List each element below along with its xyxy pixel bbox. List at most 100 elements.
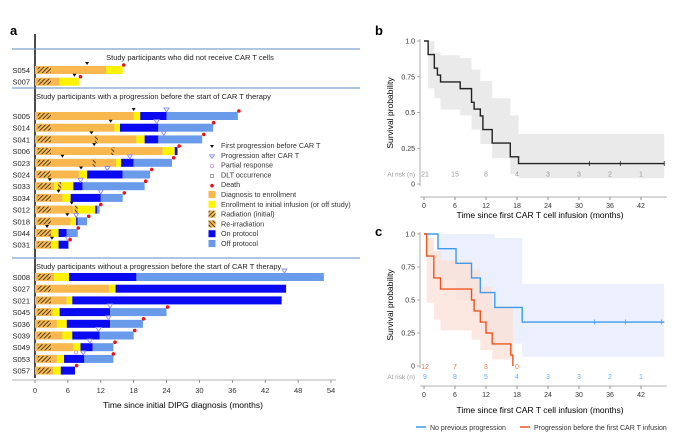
legend-item-dlt: DLT occurrence xyxy=(210,170,271,179)
bar-segment-enrollment xyxy=(53,366,61,375)
at-risk-count: 4 xyxy=(515,172,519,179)
swimmer-row: S027 xyxy=(12,284,287,294)
legend-label: DLT occurrence xyxy=(221,170,271,179)
reirradiation-marker xyxy=(92,158,96,167)
bar-segment-on-protocol xyxy=(144,135,159,144)
death-marker xyxy=(76,226,81,230)
at-risk-count: 3 xyxy=(546,172,550,179)
death-marker xyxy=(165,305,170,309)
km-curve xyxy=(424,40,665,165)
panel-c-label: c xyxy=(375,224,382,239)
panel-a-swimmer-plot: a Study participants who did not receive… xyxy=(10,23,360,410)
patient-id-label: S018 xyxy=(12,217,30,226)
bar-segment-enrollment xyxy=(54,182,74,191)
bar-segment-off-protocol xyxy=(158,135,203,144)
at-risk-count: 3 xyxy=(577,172,581,179)
bar-segment-enrollment xyxy=(162,147,175,156)
radiation-marker xyxy=(37,230,51,236)
first-progression-marker xyxy=(69,201,74,205)
radiation-marker xyxy=(37,285,51,292)
bar-segment-off-protocol xyxy=(110,308,167,317)
x-tick-label: 12 xyxy=(482,203,490,210)
bar-segment-diagnosis xyxy=(35,135,137,144)
bar-segment-off-protocol xyxy=(100,193,123,202)
bar-segment-on-protocol xyxy=(68,273,137,281)
legend-swatch xyxy=(208,220,216,228)
legend-item-on-protocol: On protocol xyxy=(208,229,259,238)
x-tick-label: 42 xyxy=(261,386,269,395)
y-tick-label: 0.5 xyxy=(405,298,415,305)
swimmer-row: S057 xyxy=(12,363,79,376)
bar-segment-on-protocol xyxy=(95,205,97,214)
patient-id-label: S033 xyxy=(12,182,30,191)
patient-id-label: S049 xyxy=(12,343,30,352)
at-risk-count: 15 xyxy=(451,172,459,179)
swimmer-row: S044 xyxy=(12,225,81,238)
swimmer-row: S006 xyxy=(12,143,181,156)
y-tick-label: 0.25 xyxy=(401,146,415,153)
bar-segment-on-protocol xyxy=(72,296,282,305)
at-risk-count: 5 xyxy=(484,374,488,381)
patient-id-label: S023 xyxy=(12,159,30,168)
death-marker xyxy=(211,120,216,125)
legend-swatch xyxy=(208,191,216,198)
bar-segment-enrollment xyxy=(59,77,79,86)
patient-id-label: S006 xyxy=(12,147,30,156)
legend-swatch xyxy=(208,210,216,218)
radiation-marker xyxy=(37,136,51,143)
x-tick-label: 18 xyxy=(513,392,521,399)
bar-segment-enrollment xyxy=(133,112,141,120)
legend-item-off-protocol: Off protocol xyxy=(208,239,258,248)
legend-item-prog-after: Progression after CAR T xyxy=(208,151,300,160)
swimmer-row: S054 xyxy=(12,62,126,75)
patient-id-label: S012 xyxy=(12,206,30,215)
y-tick-label: 1.0 xyxy=(405,39,415,46)
patient-id-label: S057 xyxy=(12,367,30,376)
legend-swatch xyxy=(208,230,216,238)
death-marker xyxy=(111,352,116,356)
group-title: Study participants with a progression be… xyxy=(36,92,271,101)
first-progression-marker xyxy=(89,131,94,135)
at-risk-count: 2 xyxy=(608,172,612,179)
y-tick-label: 0.25 xyxy=(401,331,415,338)
legend-item-radiation: Radiation (initial) xyxy=(208,210,275,219)
at-risk-count: 21 xyxy=(421,172,429,179)
legend-label: On protocol xyxy=(221,229,259,238)
swimmer-row: S012 xyxy=(12,201,103,215)
legend-label: Re-irradiation xyxy=(221,219,264,228)
bar-segment-off-protocol xyxy=(77,217,88,226)
x-tick-label: 36 xyxy=(606,203,614,210)
x-tick-label: 6 xyxy=(453,203,457,210)
legend-label: Progression after CAR T xyxy=(221,151,300,160)
progression-after-marker xyxy=(153,119,161,125)
bar-segment-diagnosis xyxy=(35,217,71,226)
group-title: Study participants without a progression… xyxy=(36,262,282,271)
at-risk-count: 0 xyxy=(515,364,519,371)
bar-segment-off-protocol xyxy=(110,319,143,328)
panel-b-y-axis-label: Survival probability xyxy=(385,77,395,149)
patient-id-label: S024 xyxy=(12,171,30,180)
swimmer-row: S014 xyxy=(12,119,216,133)
swimmer-row: S021 xyxy=(12,296,282,305)
death-marker xyxy=(74,363,79,368)
death-marker xyxy=(202,132,206,137)
progression-after-marker xyxy=(86,338,94,345)
bar-segment-off-protocol xyxy=(96,205,100,214)
x-tick-label: 36 xyxy=(606,392,614,399)
legend-label: Diagnosis to enrollment xyxy=(221,190,296,199)
x-tick-label: 0 xyxy=(422,203,426,210)
y-tick-label: 0 xyxy=(411,182,415,189)
first-progression-marker xyxy=(79,166,84,170)
progression-after-marker xyxy=(104,166,111,172)
first-progression-marker xyxy=(65,213,70,217)
reirradiation-marker xyxy=(94,135,98,144)
swimmer-row: S023 xyxy=(12,154,176,168)
death-marker xyxy=(113,340,117,345)
group-title: Study participants who did not receive C… xyxy=(106,53,274,62)
x-tick-label: 0 xyxy=(33,386,37,395)
x-tick-label: 24 xyxy=(162,386,170,395)
x-tick-label: 30 xyxy=(195,386,203,395)
